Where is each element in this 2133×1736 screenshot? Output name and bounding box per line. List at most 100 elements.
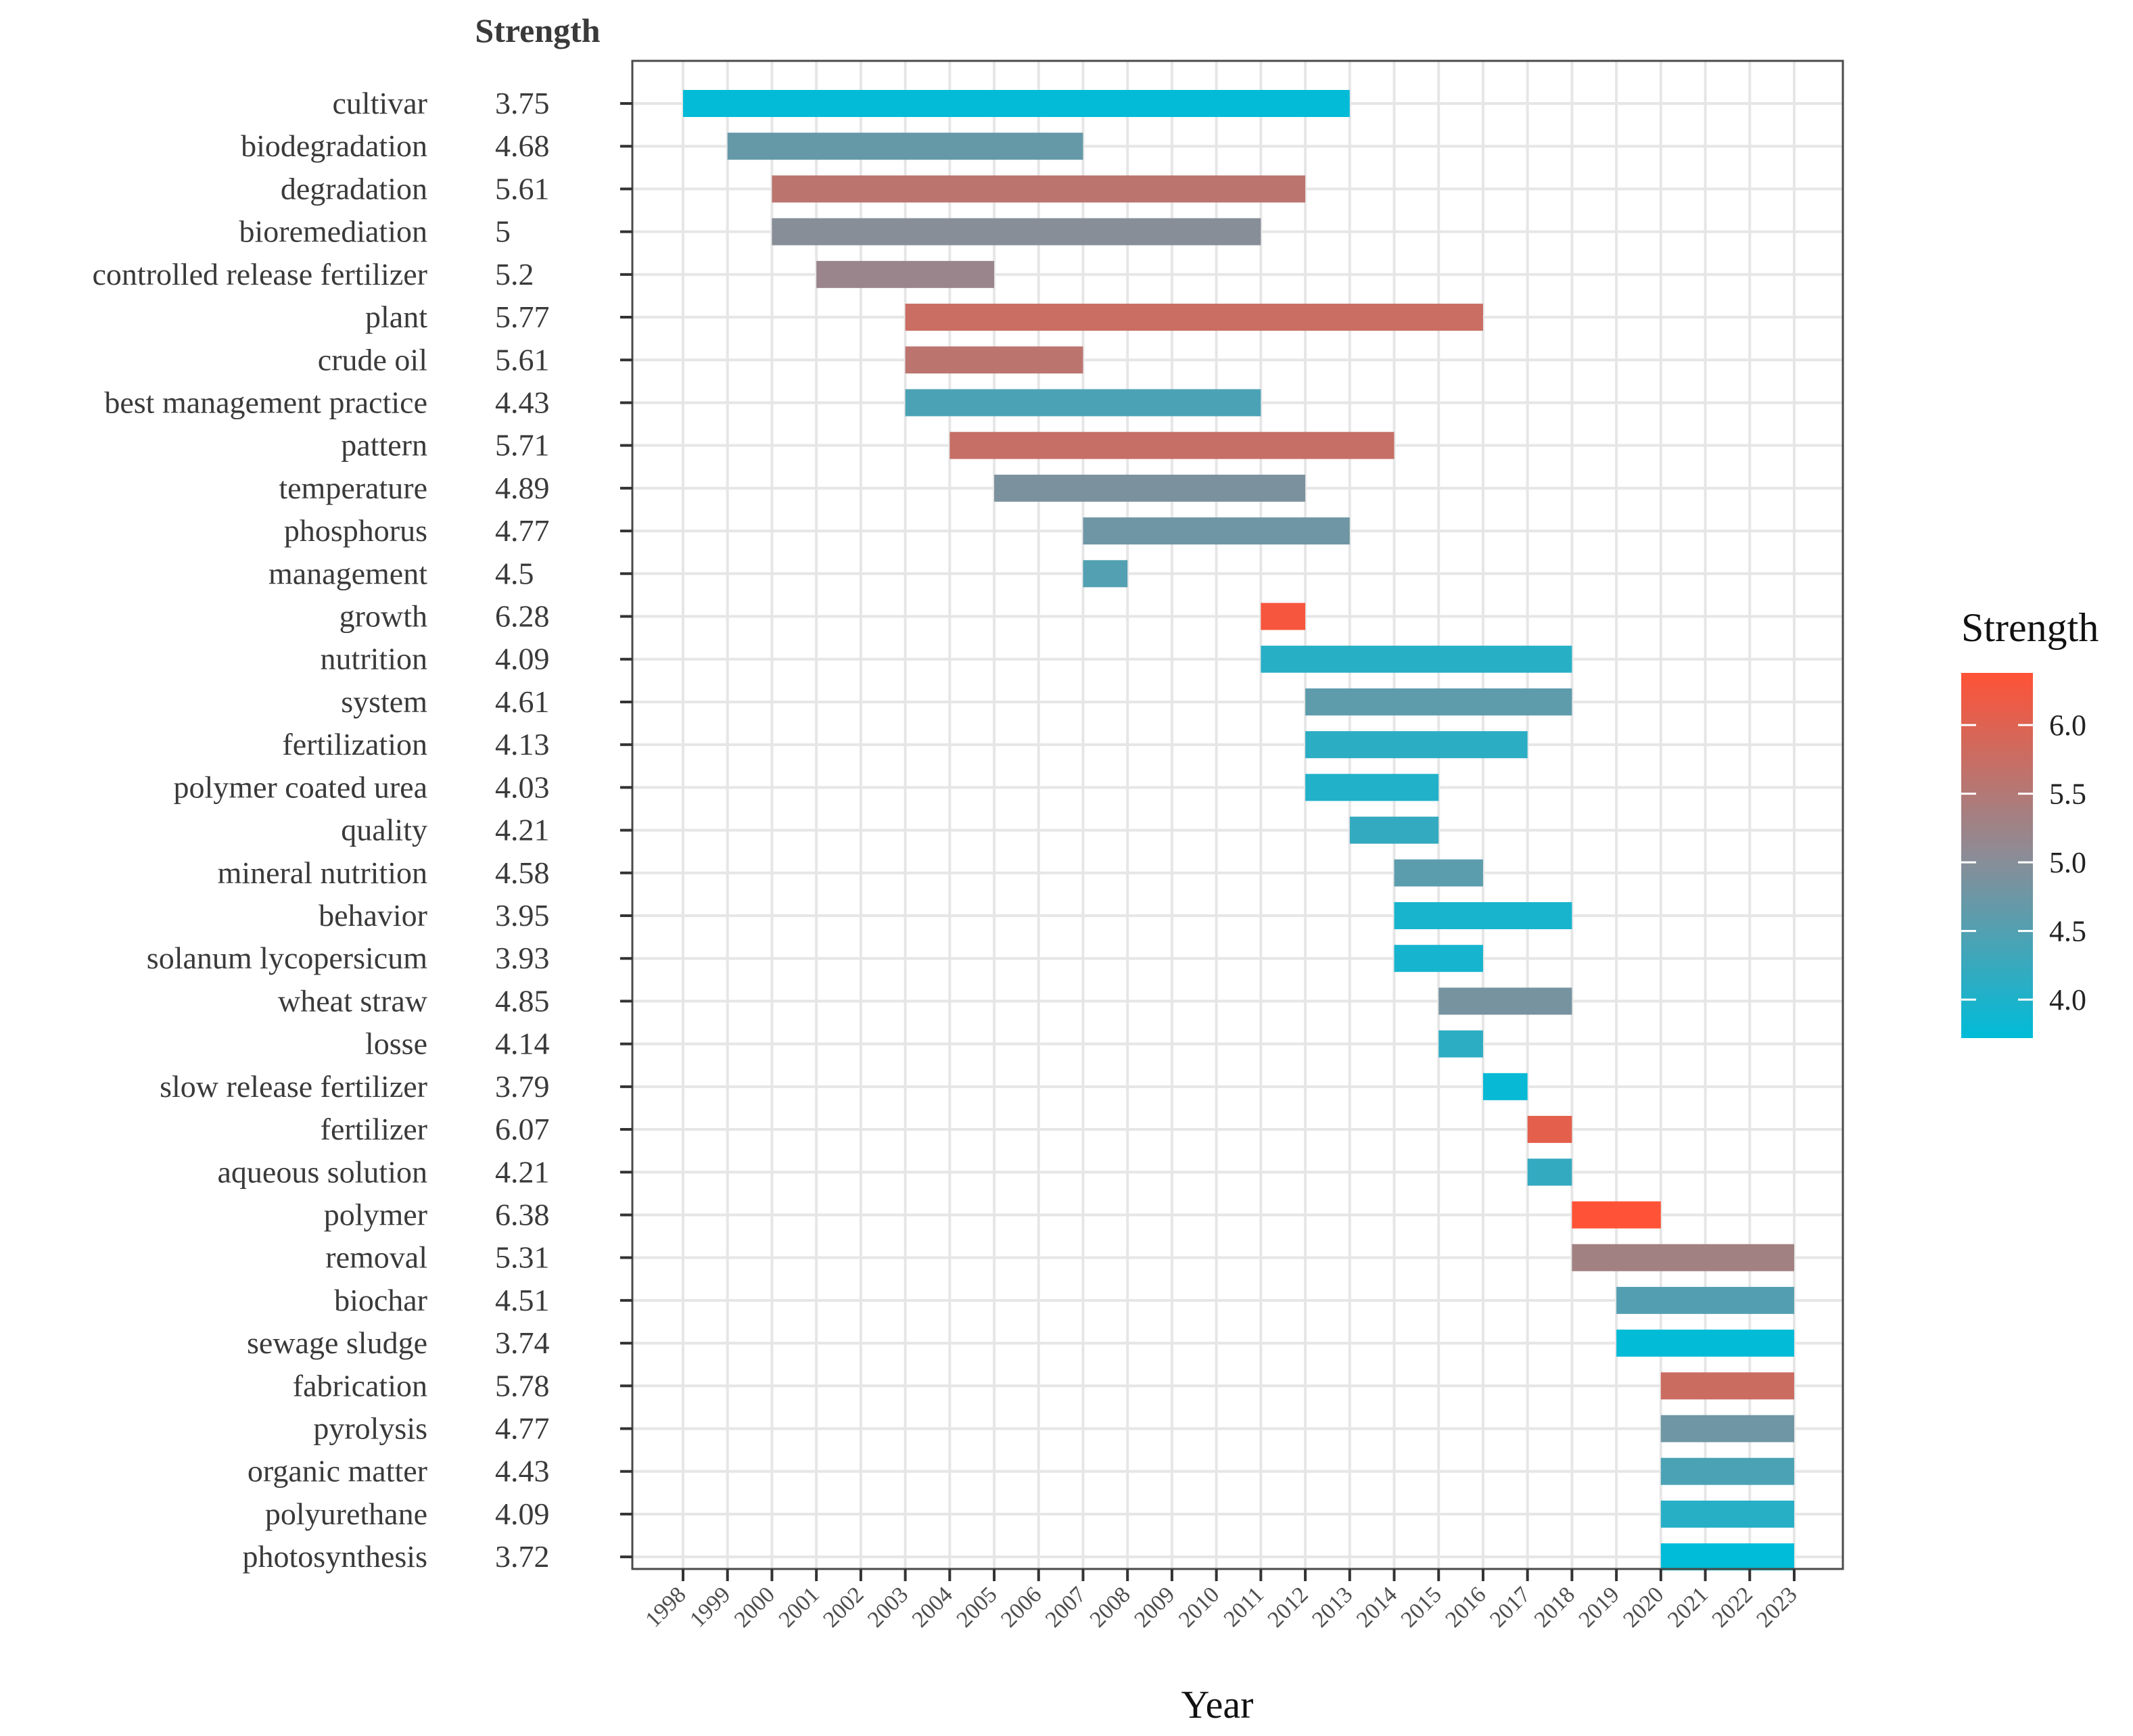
x-axis-title: Year xyxy=(1181,1683,1254,1727)
x-tick-label: 2014 xyxy=(1352,1582,1402,1632)
keyword-label: aqueous solution xyxy=(218,1154,427,1189)
burst-bars xyxy=(683,90,1794,1571)
burst-bar xyxy=(772,218,1261,245)
strength-value: 5.61 xyxy=(495,342,550,377)
legend-tick-label: 5.0 xyxy=(2049,846,2086,879)
burst-bar xyxy=(727,133,1083,160)
keyword-label: crude oil xyxy=(318,342,427,377)
burst-bar xyxy=(1394,945,1483,972)
burst-bar xyxy=(1438,987,1572,1015)
strength-value: 4.5 xyxy=(495,556,534,590)
strength-value: 4.51 xyxy=(495,1283,550,1317)
strength-value: 3.72 xyxy=(495,1539,550,1574)
x-tick-label: 2015 xyxy=(1397,1582,1447,1632)
x-tick-label: 2001 xyxy=(774,1582,824,1632)
burst-bar xyxy=(905,346,1083,374)
keyword-label: degradation xyxy=(281,171,427,206)
x-tick-label: 2013 xyxy=(1307,1582,1357,1632)
keyword-label: polyurethane xyxy=(265,1497,427,1531)
x-tick-label: 2000 xyxy=(730,1582,780,1632)
strength-value: 3.75 xyxy=(495,86,550,120)
strength-value: 3.79 xyxy=(495,1069,550,1104)
x-tick-label: 1998 xyxy=(640,1582,690,1632)
strength-value: 5.61 xyxy=(495,171,550,206)
strength-value: 4.58 xyxy=(495,855,550,890)
strength-value: 4.09 xyxy=(495,1497,550,1531)
strength-value: 4.77 xyxy=(495,513,550,548)
burst-bar xyxy=(1527,1158,1572,1186)
burst-bar xyxy=(905,389,1261,417)
x-tick-label: 2023 xyxy=(1752,1582,1802,1632)
strength-value: 4.09 xyxy=(495,642,550,676)
keyword-label: pattern xyxy=(341,428,427,463)
strength-value: 4.21 xyxy=(495,1154,550,1189)
keyword-label: quality xyxy=(341,813,427,847)
burst-bar xyxy=(816,260,995,288)
burst-bar xyxy=(1572,1244,1794,1271)
burst-bar xyxy=(1394,901,1572,929)
x-tick-label: 2022 xyxy=(1708,1582,1758,1632)
burst-bar xyxy=(772,175,1306,203)
strength-value: 3.95 xyxy=(495,898,550,933)
burst-bar xyxy=(1083,560,1128,588)
strength-value: 4.43 xyxy=(495,1454,550,1488)
x-tick-label: 2004 xyxy=(908,1582,958,1632)
keyword-label: photosynthesis xyxy=(243,1539,427,1574)
strength-value: 6.38 xyxy=(495,1197,550,1231)
x-tick-label: 2021 xyxy=(1663,1582,1713,1632)
burst-bar xyxy=(1305,688,1572,715)
strength-value: 4.14 xyxy=(495,1027,550,1061)
burst-bar xyxy=(683,90,1350,117)
burst-bar xyxy=(1660,1415,1794,1442)
strength-value: 4.89 xyxy=(495,471,550,505)
burst-bar xyxy=(1616,1330,1794,1357)
burst-bar xyxy=(1660,1500,1794,1528)
burst-bar xyxy=(1660,1543,1794,1571)
x-tick-label: 2018 xyxy=(1530,1582,1580,1632)
x-tick-label: 2009 xyxy=(1129,1582,1179,1632)
legend-ticks: 4.0 4.5 5.0 5.5 6.0 xyxy=(1961,709,2086,1016)
keyword-label: fertilization xyxy=(282,727,427,761)
strength-value: 6.28 xyxy=(495,599,550,634)
strength-value: 4.13 xyxy=(495,727,550,761)
strength-value: 4.43 xyxy=(495,385,550,419)
x-tick-label: 2007 xyxy=(1041,1582,1091,1632)
x-tick-label: 1999 xyxy=(685,1582,735,1632)
strength-value: 5.77 xyxy=(495,300,550,334)
keyword-label: polymer xyxy=(324,1197,427,1231)
legend-tick-label: 5.5 xyxy=(2049,778,2086,811)
keyword-label: temperature xyxy=(279,471,427,505)
y-axis-ticks xyxy=(620,102,632,1559)
x-tick-label: 2019 xyxy=(1574,1582,1624,1632)
burst-bar xyxy=(1660,1457,1794,1485)
strength-value: 3.93 xyxy=(495,941,550,975)
burst-bar xyxy=(1305,731,1528,759)
panel-border xyxy=(631,60,1844,1570)
strength-value: 4.03 xyxy=(495,770,550,804)
x-tick-label: 2016 xyxy=(1440,1582,1491,1632)
keyword-label: system xyxy=(341,684,427,719)
strength-value: 4.85 xyxy=(495,983,550,1018)
strength-value: 5.71 xyxy=(495,428,550,463)
legend-title: Strength xyxy=(1961,605,2099,650)
strength-values: 3.75 4.68 5.61 5 5.2 5.77 5.61 4.43 5.71 4.89 4.77… xyxy=(495,86,550,1574)
burst-bar xyxy=(1261,645,1572,673)
keyword-label: biodegradation xyxy=(241,128,427,163)
strength-value: 4.68 xyxy=(495,128,550,163)
burst-bar xyxy=(1527,1116,1572,1144)
keyword-label: plant xyxy=(365,300,427,334)
burst-bar xyxy=(1394,859,1483,887)
keyword-label: cultivar xyxy=(333,86,428,120)
burst-bar xyxy=(1083,517,1350,545)
keyword-label: sewage sludge xyxy=(247,1326,427,1360)
keyword-label: organic matter xyxy=(248,1454,427,1488)
keyword-label: biochar xyxy=(334,1283,427,1317)
strength-value: 4.61 xyxy=(495,684,550,719)
x-tick-label: 2003 xyxy=(863,1582,913,1632)
keyword-label: slow release fertilizer xyxy=(160,1069,427,1104)
strength-value: 4.77 xyxy=(495,1411,550,1446)
x-tick-label: 2008 xyxy=(1085,1582,1135,1632)
keyword-label: controlled release fertilizer xyxy=(93,257,428,291)
burst-bar xyxy=(1660,1372,1794,1400)
